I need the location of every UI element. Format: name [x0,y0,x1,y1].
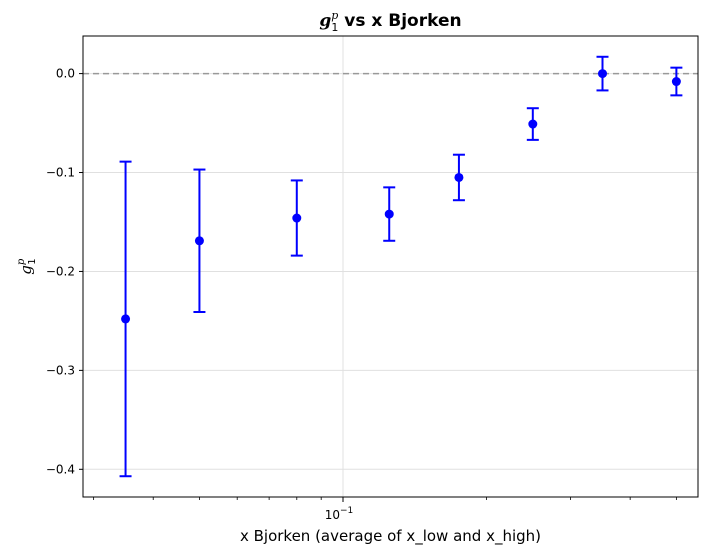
axis-ticks: 0.0 −0.1 −0.2 −0.3 −0.4 10−1 [46,67,677,522]
y-label-superscript: p [16,258,27,265]
y-axis-label: gp1 [16,258,38,275]
data-point [454,172,464,182]
x-axis-label: x Bjorken (average of x_low and x_high) [240,527,541,546]
error-bars [119,55,683,478]
svg-text:gp1: gp1 [16,258,38,275]
y-tick-label: 0.0 [56,67,75,81]
title-superscript: p [331,9,338,22]
title-text: vs x Bjorken [338,11,461,31]
data-point [194,236,204,246]
data-point [384,209,394,219]
title-subscript: 1 [331,21,338,34]
y-tick-label: −0.4 [46,462,75,476]
y-tick-label: −0.2 [46,264,75,278]
grid-lines [83,36,698,497]
y-label-subscript: 1 [27,258,38,264]
data-point [528,119,538,129]
data-point [598,69,608,79]
data-point [121,314,131,324]
data-point [292,213,302,223]
chart-title: gp 1 vs x Bjorken [319,9,461,34]
y-label-symbol: g [17,265,35,275]
plot-frame [82,35,699,498]
y-tick-label: −0.1 [46,166,75,180]
data-points [121,69,681,324]
title-symbol: g [319,11,331,31]
x-tick-label: 10−1 [325,506,354,522]
y-tick-label: −0.3 [46,363,75,377]
data-point [671,77,681,87]
